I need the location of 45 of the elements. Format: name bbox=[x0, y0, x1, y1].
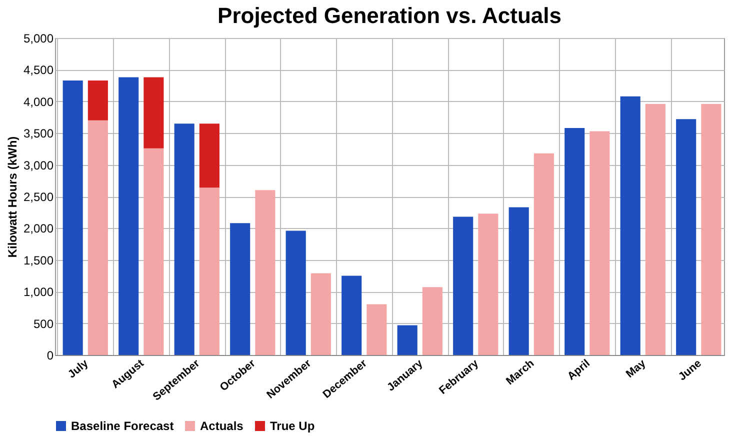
y-tick-label: 3,000 bbox=[23, 158, 54, 172]
bar bbox=[286, 230, 306, 355]
bar bbox=[310, 273, 331, 355]
bar bbox=[590, 131, 610, 355]
bar bbox=[144, 77, 164, 148]
bar bbox=[342, 276, 362, 355]
y-axis-title: Kilowatt Hours (kWh) bbox=[5, 136, 20, 258]
legend-label: True Up bbox=[270, 419, 315, 433]
bar bbox=[144, 148, 164, 355]
bar bbox=[199, 124, 220, 188]
y-tick-label: 2,500 bbox=[23, 190, 54, 204]
bar bbox=[564, 128, 585, 355]
y-tick-label: 3,500 bbox=[23, 126, 54, 141]
x-tick-label: May bbox=[624, 356, 649, 380]
bar bbox=[230, 223, 250, 355]
legend-label: Actuals bbox=[200, 419, 244, 433]
bar bbox=[62, 80, 83, 355]
y-tick-label: 500 bbox=[33, 316, 54, 331]
bar bbox=[453, 216, 474, 355]
bar bbox=[88, 120, 108, 355]
y-tick-label: 1,500 bbox=[23, 253, 54, 268]
bar bbox=[478, 214, 498, 355]
bar bbox=[701, 104, 722, 355]
bar bbox=[199, 188, 220, 355]
bar bbox=[366, 304, 387, 355]
chart-title: Projected Generation vs. Actuals bbox=[218, 3, 562, 28]
bar bbox=[645, 104, 666, 355]
bar bbox=[397, 325, 418, 355]
bar bbox=[508, 207, 529, 355]
bar bbox=[620, 96, 640, 355]
y-tick-label: 5,000 bbox=[23, 32, 54, 46]
y-tick-label: 4,000 bbox=[23, 94, 54, 109]
y-tick-label: 1,000 bbox=[23, 285, 54, 300]
y-tick-label: 2,000 bbox=[23, 222, 54, 236]
bar bbox=[255, 190, 276, 355]
bar bbox=[174, 124, 194, 355]
y-tick-label: 4,500 bbox=[23, 63, 54, 78]
bar bbox=[534, 153, 554, 355]
legend-label: Baseline Forecast bbox=[71, 419, 174, 433]
x-tick-label: July bbox=[66, 356, 92, 381]
bar bbox=[422, 287, 442, 355]
y-tick-label: 0 bbox=[46, 348, 54, 362]
bar bbox=[88, 80, 108, 120]
bar bbox=[676, 119, 696, 355]
bar bbox=[118, 77, 139, 355]
